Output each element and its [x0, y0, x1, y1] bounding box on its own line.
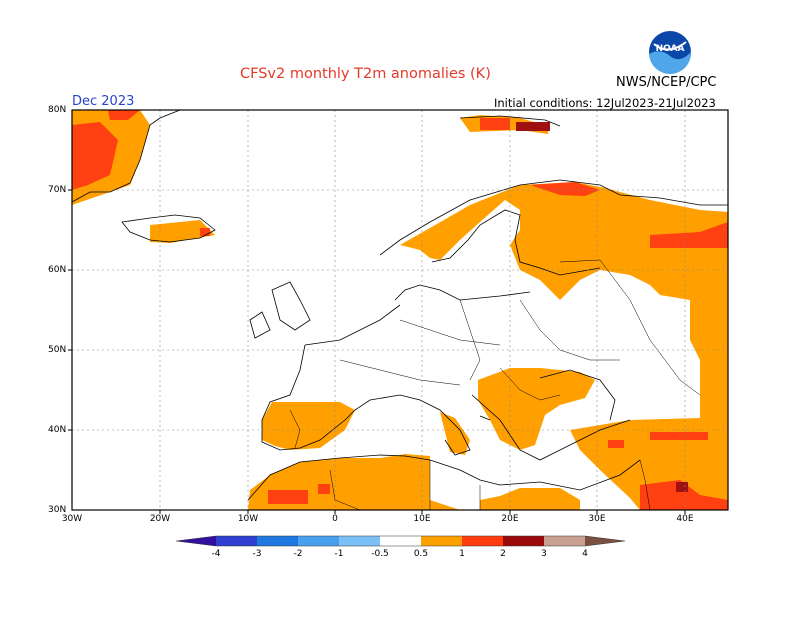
lon-label: 10W [237, 514, 259, 524]
lon-label: 30E [588, 514, 606, 524]
map-frame [71, 109, 729, 511]
colorbar-label: 3 [541, 549, 547, 559]
lat-label: 30N [48, 505, 67, 515]
logo-text: NOAA [656, 44, 685, 54]
colorbar-label: 0.5 [413, 549, 429, 559]
colorbar-label: 1 [459, 549, 465, 559]
lat-label: 80N [48, 105, 67, 115]
colorbar-label: -1 [334, 549, 344, 559]
lon-label: 30W [61, 514, 83, 524]
colorbar-label: -4 [211, 549, 221, 559]
lon-label: 0 [332, 514, 338, 524]
coastlines [71, 109, 728, 501]
lat-label: 70N [48, 185, 67, 195]
lon-label: 20W [149, 514, 171, 524]
org-label: NWS/NCEP/CPC [616, 75, 717, 90]
colorbar [175, 535, 626, 547]
lon-label: 40E [676, 514, 694, 524]
noaa-logo: NOAA [648, 30, 692, 74]
map-title: CFSv2 monthly T2m anomalies (K) [240, 66, 491, 82]
forecast-month: Dec 2023 [72, 94, 135, 109]
lat-label: 60N [48, 265, 67, 275]
country-borders [289, 259, 701, 511]
tick-marks [68, 189, 686, 514]
colorbar-label: -0.5 [371, 549, 389, 559]
lat-label: 50N [48, 345, 67, 355]
initial-conditions: Initial conditions: 12Jul2023-21Jul2023 [494, 96, 716, 110]
lon-label: 20E [501, 514, 519, 524]
anomaly-fill [72, 110, 728, 510]
colorbar-label: 4 [582, 549, 588, 559]
graticule [72, 110, 728, 510]
lat-label: 40N [48, 425, 67, 435]
colorbar-label: -3 [252, 549, 262, 559]
colorbar-label: -2 [293, 549, 303, 559]
lon-label: 10E [413, 514, 431, 524]
colorbar-label: 2 [500, 549, 506, 559]
